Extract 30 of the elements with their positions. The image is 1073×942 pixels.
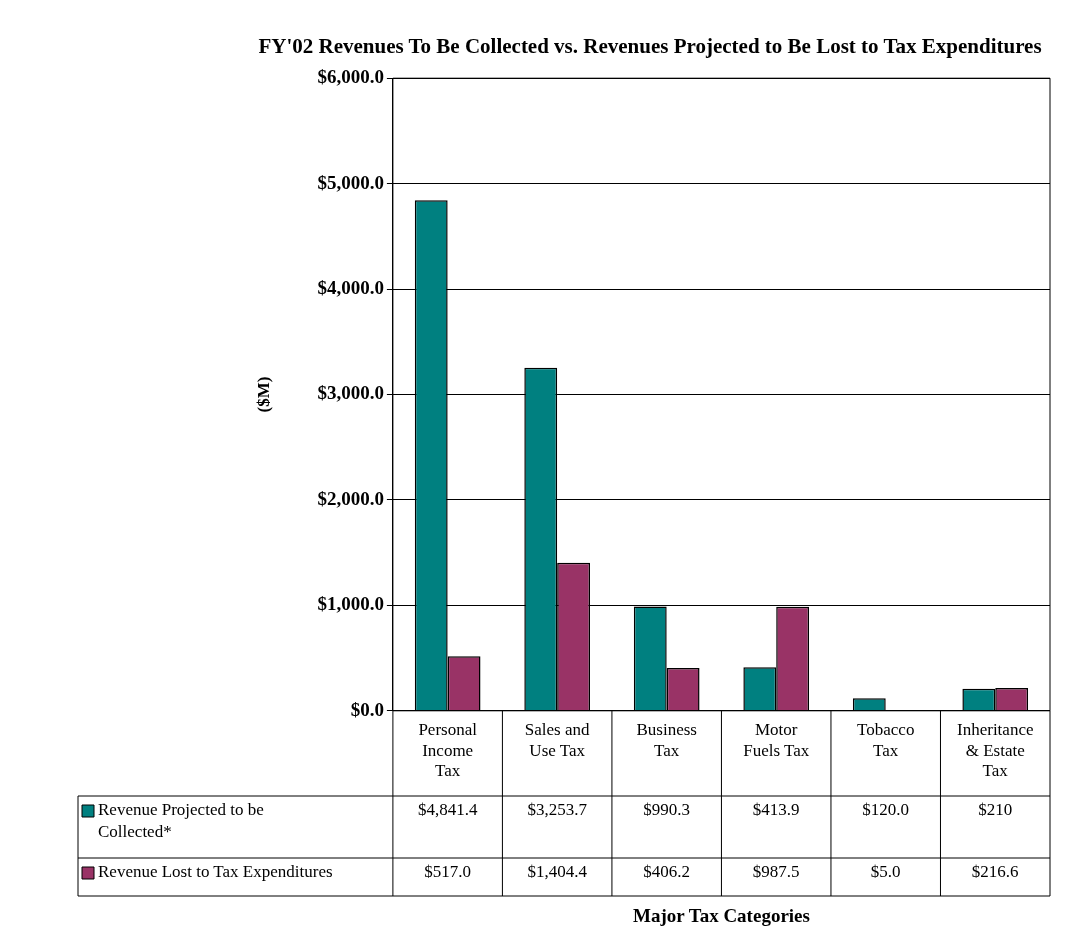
legend-label: Revenue Projected to be Collected* bbox=[98, 799, 264, 841]
y-tick-label: $1,000.0 bbox=[317, 593, 384, 615]
data-label: $1,404.4 bbox=[527, 861, 588, 881]
text: Major Tax Categories bbox=[632, 905, 810, 927]
y-axis-title: ($M) bbox=[253, 376, 273, 413]
data-label: $5.0 bbox=[870, 861, 901, 881]
x-tick-label: Inheritance & Estate Tax bbox=[957, 720, 1034, 781]
x-tick-label: Sales and Use Tax bbox=[524, 720, 591, 760]
x-tick-label: Personal Income Tax bbox=[418, 720, 478, 781]
legend-label: Revenue Lost to Tax Expenditures bbox=[98, 861, 333, 881]
data-label: $210 bbox=[978, 799, 1013, 819]
data-label: $120.0 bbox=[862, 799, 910, 819]
y-tick-label: $4,000.0 bbox=[317, 276, 384, 298]
data-label: $406.2 bbox=[643, 861, 691, 881]
y-tick-label: $5,000.0 bbox=[317, 171, 384, 193]
data-label: $413.9 bbox=[752, 799, 800, 819]
data-label: $216.6 bbox=[971, 861, 1019, 881]
y-tick-label: $0.0 bbox=[350, 698, 384, 720]
data-label: $987.5 bbox=[752, 861, 800, 881]
x-tick-label: Tobacco Tax bbox=[857, 720, 915, 760]
y-tick-label: $6,000.0 bbox=[317, 66, 384, 88]
data-label: $990.3 bbox=[643, 799, 691, 819]
x-tick-label: Motor Fuels Tax bbox=[743, 720, 810, 760]
data-label: $517.0 bbox=[424, 861, 472, 881]
chart-title: FY'02 Revenues To Be Collected vs. Revenues Projected to Be Lost to Tax Expenditures bbox=[258, 34, 1042, 59]
data-label: $3,253.7 bbox=[527, 799, 588, 819]
x-tick-label: Business Tax bbox=[636, 720, 697, 760]
y-tick-label: $3,000.0 bbox=[317, 382, 384, 404]
data-label: $4,841.4 bbox=[417, 799, 478, 819]
y-tick-label: $2,000.0 bbox=[317, 487, 384, 509]
